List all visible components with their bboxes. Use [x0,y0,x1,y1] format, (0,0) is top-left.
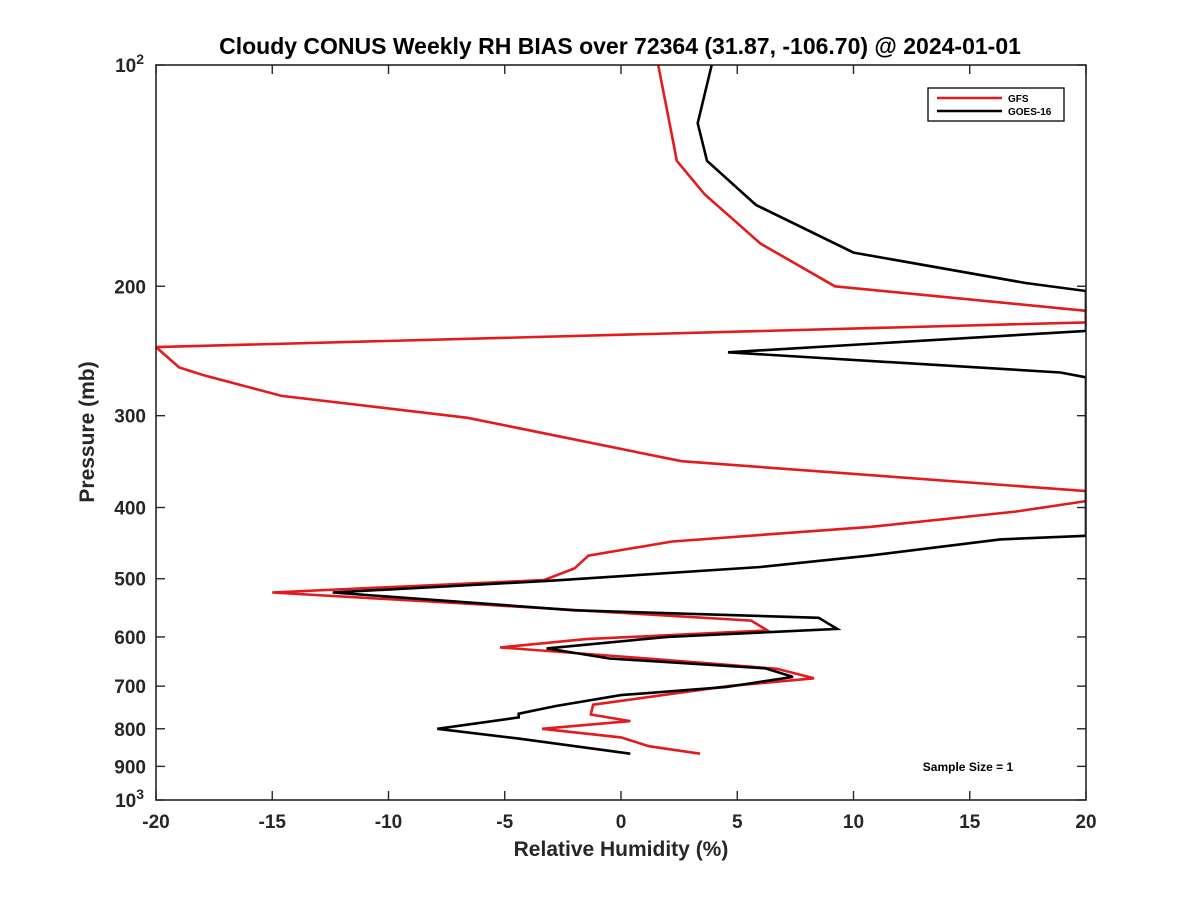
y-tick-label: 700 [114,677,146,698]
y-tick-label: 800 [114,720,146,741]
plot-frame [155,64,1087,801]
x-tick-label: -15 [259,812,287,833]
y-tick-label: 900 [114,757,146,778]
y-tick-label: 102 [115,51,144,77]
x-tick-label: -10 [375,812,402,833]
legend: GFS GOES-16 [927,87,1065,122]
series-lines [156,65,1086,755]
y-tick-label: 600 [114,628,146,649]
y-tick-label: 200 [114,277,146,298]
series-line-0 [156,65,1086,755]
y-tick-label: 400 [114,499,146,520]
chart-title: Cloudy CONUS Weekly RH BIAS over 72364 (… [219,33,1021,59]
x-tick-label: 0 [616,812,627,833]
series-line-1 [332,65,1086,755]
legend-label-0: GFS [1008,94,1029,105]
x-tick-label: 10 [843,812,864,833]
sample-size-annotation: Sample Size = 1 [923,760,1014,774]
x-tick-label: -5 [496,812,513,833]
y-tick-label: 500 [114,570,146,591]
x-tick-label: 5 [732,812,743,833]
y-tick-exponent: 2 [136,51,144,67]
x-axis-ticks: -20 -15 -10 -5 0 5 10 15 20 [142,65,1097,833]
y-tick-label: 300 [114,407,146,428]
y-axis-ticks: 102 200 300 400 500 600 700 800 900 103 [114,51,1086,812]
x-tick-label: 15 [959,812,981,833]
x-axis-label: Relative Humidity (%) [514,838,729,861]
legend-label-1: GOES-16 [1008,107,1052,118]
y-axis-label: Pressure (mb) [76,361,99,502]
x-tick-label: 20 [1075,812,1096,833]
y-tick-label: 103 [115,786,144,812]
x-tick-label: -20 [142,812,169,833]
legend-box [927,87,1065,122]
y-tick-exponent: 3 [136,786,144,802]
